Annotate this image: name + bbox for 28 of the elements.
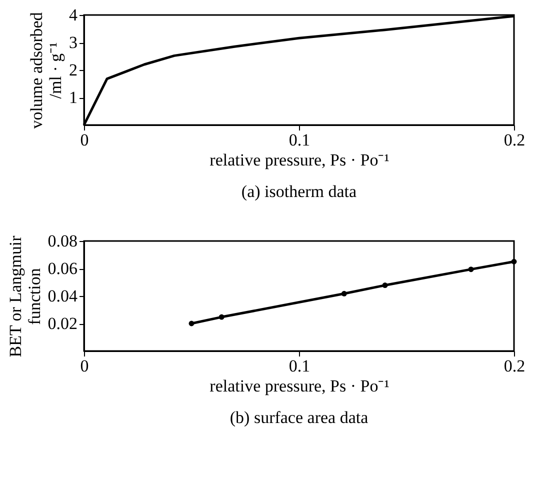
x-tick-label: 0.2 (504, 130, 526, 150)
y-tick-label: 0.06 (48, 259, 78, 278)
text: volume adsorbed (27, 12, 46, 129)
x-tick-label: 0.1 (288, 130, 310, 150)
point (511, 258, 517, 264)
y-tick-label: 4 (69, 6, 78, 24)
text: (a) isotherm data (241, 182, 358, 201)
y-tick-label: 2 (69, 60, 78, 80)
x-tick-label: 0 (80, 356, 89, 376)
text: /ml · g⁻¹ (46, 42, 65, 99)
text: (b) surface area data (230, 408, 369, 427)
text: BET or Langmuir (6, 236, 25, 358)
x-axis-title: relative pressure, Ps · Po⁻¹ (210, 376, 390, 396)
text: function (24, 268, 44, 325)
point (382, 282, 388, 288)
y-tick-label: 1 (69, 88, 78, 107)
point (341, 290, 347, 296)
y-tick-label: 0.04 (48, 286, 78, 306)
point (468, 266, 474, 272)
y-tick-label: 0.02 (48, 314, 78, 333)
y-tick-label: 3 (69, 33, 78, 52)
point (188, 320, 194, 326)
x-axis-title: relative pressure, Ps · Po⁻¹ (210, 150, 390, 170)
x-tick-label: 0.1 (288, 356, 310, 376)
y-tick-label: 0.08 (48, 232, 78, 250)
point (218, 314, 224, 320)
x-tick-label: 0.2 (504, 356, 526, 376)
x-tick-label: 0 (80, 130, 89, 150)
